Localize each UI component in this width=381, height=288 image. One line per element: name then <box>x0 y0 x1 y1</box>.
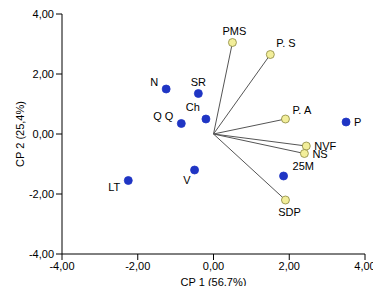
svg-text:Q Q: Q Q <box>153 110 174 122</box>
svg-text:2,00: 2,00 <box>33 68 54 80</box>
svg-text:P. S: P. S <box>276 37 295 49</box>
svg-text:0,00: 0,00 <box>33 128 54 140</box>
svg-text:V: V <box>183 174 191 186</box>
svg-text:PMS: PMS <box>223 25 247 37</box>
svg-text:4,00: 4,00 <box>354 260 373 272</box>
svg-text:N: N <box>150 76 158 88</box>
svg-text:CP 1 (56,7%): CP 1 (56,7%) <box>181 276 247 286</box>
svg-text:NVF: NVF <box>314 140 337 152</box>
svg-text:P: P <box>354 116 361 128</box>
svg-text:SDP: SDP <box>278 206 301 218</box>
svg-text:SR: SR <box>191 76 206 88</box>
svg-text:25M: 25M <box>293 160 314 172</box>
svg-text:4,00: 4,00 <box>33 8 54 20</box>
svg-text:NS: NS <box>312 148 327 160</box>
svg-text:-2,00: -2,00 <box>125 260 150 272</box>
svg-text:CP 2 (25,4%): CP 2 (25,4%) <box>14 101 26 167</box>
svg-text:2,00: 2,00 <box>279 260 300 272</box>
svg-text:-2,00: -2,00 <box>29 188 54 200</box>
svg-text:LT: LT <box>108 181 120 193</box>
svg-text:0,00: 0,00 <box>203 260 224 272</box>
svg-text:-4,00: -4,00 <box>29 248 54 260</box>
svg-text:-4,00: -4,00 <box>49 260 74 272</box>
svg-text:P. A: P. A <box>292 104 311 116</box>
svg-text:Ch: Ch <box>186 101 200 113</box>
